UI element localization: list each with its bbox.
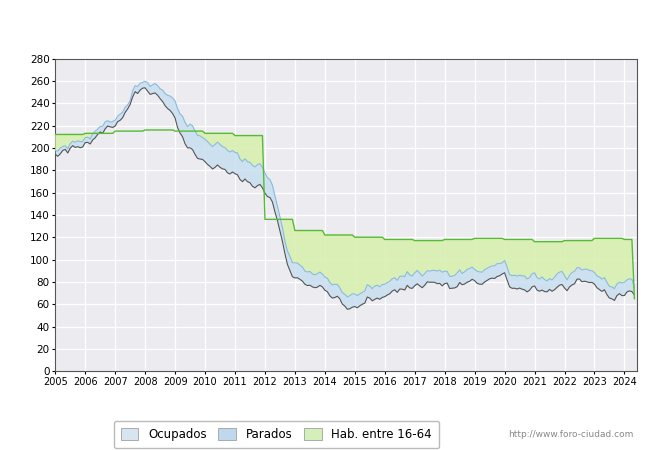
Text: Renedo de la Vega - Evolucion de la poblacion en edad de Trabajar Mayo de 2024: Renedo de la Vega - Evolucion de la pobl… — [42, 17, 608, 31]
Legend: Ocupados, Parados, Hab. entre 16-64: Ocupados, Parados, Hab. entre 16-64 — [114, 421, 439, 448]
Text: http://www.foro-ciudad.com: http://www.foro-ciudad.com — [508, 430, 634, 439]
